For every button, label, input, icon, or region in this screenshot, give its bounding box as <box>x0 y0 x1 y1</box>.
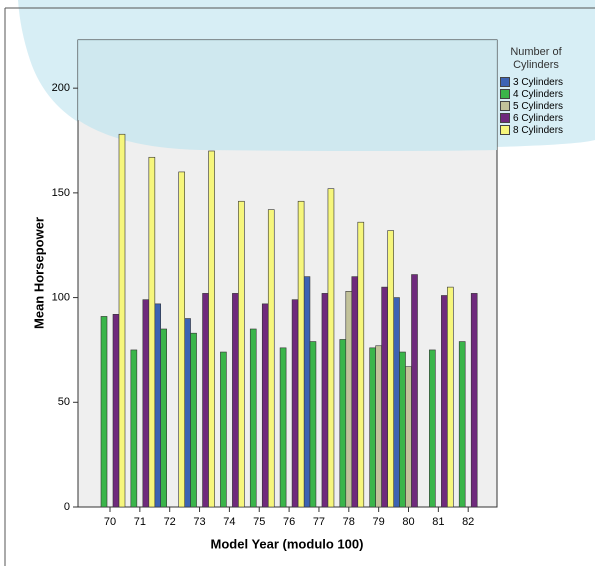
bar <box>267 209 275 508</box>
legend-swatch <box>500 113 510 123</box>
bar <box>148 156 156 508</box>
x-tick-label: 72 <box>164 516 176 528</box>
bar <box>399 351 406 508</box>
bar <box>458 341 466 508</box>
x-tick-label: 79 <box>373 516 385 528</box>
legend-swatch <box>500 101 510 111</box>
bar <box>327 188 335 508</box>
y-tick-label: 100 <box>52 291 70 303</box>
legend-item: 3 Cylinders <box>500 76 590 88</box>
legend: Number of Cylinders 3 Cylinders 4 Cylinde… <box>500 46 590 136</box>
x-tick-label: 77 <box>313 516 325 528</box>
decoration <box>78 40 497 151</box>
bar <box>351 276 359 508</box>
bar <box>202 293 209 508</box>
x-tick-label: 73 <box>193 516 205 528</box>
bar <box>261 303 269 508</box>
legend-item: 4 Cylinders <box>500 88 590 100</box>
legend-swatch <box>500 89 510 99</box>
bar <box>447 286 454 508</box>
bar <box>208 150 215 508</box>
bar <box>220 351 227 508</box>
legend-title: Number of Cylinders <box>510 46 562 71</box>
bar <box>309 341 317 508</box>
bar <box>297 200 305 508</box>
x-tick-label: 75 <box>253 516 265 528</box>
y-tick-label: 0 <box>64 501 70 513</box>
legend-item: 8 Cylinders <box>500 124 590 136</box>
legend-swatch <box>500 125 510 135</box>
bar <box>279 347 287 508</box>
bar <box>381 286 388 508</box>
bar <box>249 328 257 508</box>
bar <box>375 345 382 508</box>
x-tick-label: 74 <box>223 516 235 528</box>
y-tick-label: 50 <box>58 396 70 408</box>
legend-item: 5 Cylinders <box>500 100 590 112</box>
bar <box>112 314 120 508</box>
bar <box>160 328 167 508</box>
legend-label: 6 Cylinders <box>513 112 564 124</box>
bar <box>303 276 311 508</box>
x-tick-label: 82 <box>462 516 474 528</box>
legend-label: 5 Cylinders <box>513 100 564 112</box>
bar <box>238 200 245 508</box>
legend-label: 3 Cylinders <box>513 76 564 88</box>
x-tick-label: 76 <box>283 516 295 528</box>
bar <box>232 293 239 508</box>
bar <box>429 349 436 508</box>
legend-item: 6 Cylinders <box>500 112 590 124</box>
bar <box>190 332 197 508</box>
bar <box>321 293 329 508</box>
bar <box>100 316 108 508</box>
legend-label: 8 Cylinders <box>513 124 564 136</box>
bar <box>393 297 400 508</box>
bar <box>345 291 353 508</box>
bar <box>142 299 150 508</box>
bar <box>130 349 138 508</box>
legend-label: 4 Cylinders <box>513 88 564 100</box>
bar <box>154 303 161 508</box>
y-tick-label: 150 <box>52 187 70 199</box>
legend-swatch <box>500 77 510 87</box>
y-tick-label: 200 <box>52 82 70 94</box>
bar <box>178 171 185 508</box>
bar <box>387 230 394 508</box>
bar <box>184 318 191 508</box>
x-tick-label: 80 <box>402 516 414 528</box>
x-tick-label: 71 <box>134 516 146 528</box>
bar <box>405 366 412 508</box>
bar <box>357 221 365 508</box>
bar <box>411 274 418 508</box>
bar <box>291 299 299 508</box>
bar <box>369 347 376 508</box>
x-axis-label: Model Year (modulo 100) <box>211 536 364 551</box>
x-tick-label: 81 <box>432 516 444 528</box>
bar <box>339 339 347 508</box>
x-tick-label: 70 <box>104 516 116 528</box>
y-axis-label: Mean Horsepower <box>31 217 46 329</box>
bar <box>441 295 448 508</box>
x-tick-label: 78 <box>343 516 355 528</box>
bar <box>118 133 126 508</box>
bar <box>470 293 478 508</box>
